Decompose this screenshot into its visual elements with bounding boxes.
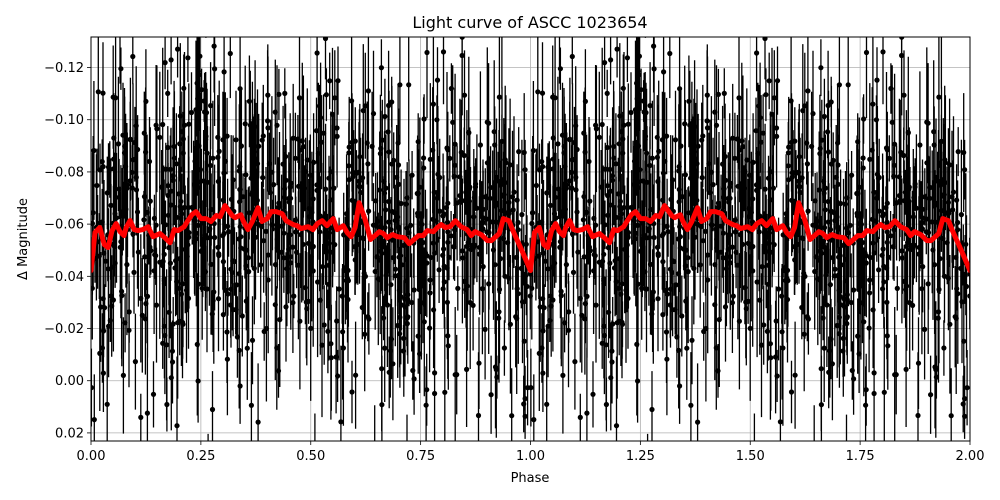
- y-tick-label: 0.00: [55, 374, 84, 389]
- y-tick-label: 0.02: [55, 426, 84, 441]
- y-tick-label: −0.02: [44, 322, 84, 337]
- x-tick-label: 0.00: [77, 449, 106, 464]
- x-axis-label: Phase: [511, 471, 550, 486]
- x-tick-label: 0.25: [186, 449, 215, 464]
- y-axis-ticks: −0.12 −0.10 −0.08 −0.06 −0.04 −0.02 0.00 0.02: [44, 61, 91, 441]
- y-axis-label: Δ Magnitude: [16, 198, 31, 280]
- chart-title: Light curve of ASCC 1023654: [412, 13, 647, 32]
- x-tick-label: 0.75: [406, 449, 435, 464]
- y-tick-label: −0.08: [44, 165, 84, 180]
- observation-points: [91, 37, 970, 441]
- y-tick-label: −0.04: [44, 270, 84, 285]
- x-axis-ticks: 0.00 0.25 0.50 0.75 1.00 1.25 1.50 1.75 2.00: [77, 441, 985, 464]
- x-tick-label: 1.00: [516, 449, 545, 464]
- x-tick-label: 1.75: [846, 449, 875, 464]
- x-tick-label: 1.25: [626, 449, 655, 464]
- y-tick-label: −0.12: [44, 61, 84, 76]
- y-tick-label: −0.10: [44, 113, 84, 128]
- x-tick-label: 1.50: [736, 449, 765, 464]
- y-tick-label: −0.06: [44, 218, 84, 233]
- x-tick-label: 2.00: [956, 449, 985, 464]
- model-curve: [91, 200, 970, 274]
- x-tick-label: 0.50: [296, 449, 325, 464]
